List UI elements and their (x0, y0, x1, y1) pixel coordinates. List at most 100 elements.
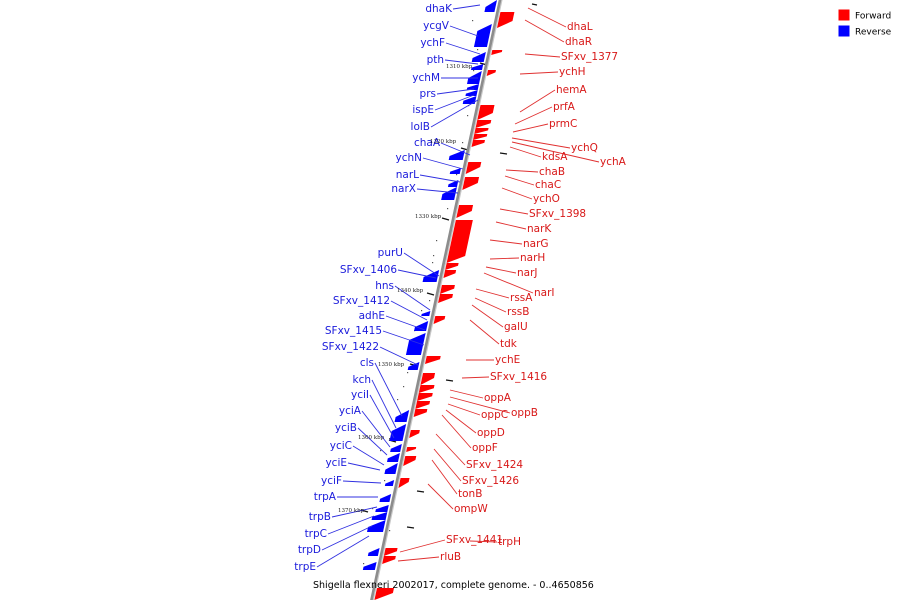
gene-label-narl[interactable]: narL (396, 169, 419, 181)
gene-label-dhar[interactable]: dhaR (565, 36, 592, 48)
gene-label-narj[interactable]: narJ (517, 267, 538, 279)
major-tick (531, 3, 538, 6)
gene-label-oppb[interactable]: oppB (511, 407, 538, 419)
gene-label-ycif[interactable]: yciF (321, 475, 342, 487)
gene-label-chac[interactable]: chaC (535, 179, 561, 191)
gene-label-sfxv-1441[interactable]: SFxv_1441 (446, 534, 503, 546)
leader-oppf (441, 414, 472, 449)
gene-label-galu[interactable]: galU (504, 321, 528, 333)
leader-trpb (331, 506, 378, 518)
leader-nari (483, 272, 534, 294)
gene-label-ycia[interactable]: yciA (339, 405, 362, 417)
gene-label-ycie[interactable]: yciE (325, 457, 347, 469)
minor-tick (421, 310, 423, 312)
reverse-gene-3-feature (470, 64, 484, 70)
gene-label-dhal[interactable]: dhaL (567, 21, 593, 33)
gene-label-sfxv-1424[interactable]: SFxv_1424 (466, 459, 523, 471)
gene-label-ychf[interactable]: ychF (420, 37, 445, 49)
gene-label-hema[interactable]: hemA (556, 84, 587, 96)
reverse-gene-0-feature (484, 0, 497, 12)
gene-label-trpc[interactable]: trpC (305, 528, 327, 540)
minor-tick (389, 438, 391, 440)
leader-ychf (445, 42, 481, 55)
gene-label-yche[interactable]: ychE (495, 354, 520, 366)
gene-label-ycgv[interactable]: ycgV (423, 20, 450, 32)
gene-label-ycha[interactable]: ychA (600, 156, 627, 168)
gene-label-sfxv-1416[interactable]: SFxv_1416 (490, 371, 547, 383)
minor-tick (380, 450, 382, 452)
gene-label-narg[interactable]: narG (523, 238, 549, 250)
gene-label-narh[interactable]: narH (520, 252, 545, 264)
gene-label-trpa[interactable]: trpA (314, 491, 337, 503)
gene-label-pth[interactable]: pth (427, 54, 444, 66)
gene-label-sfxv-1426[interactable]: SFxv_1426 (462, 475, 519, 487)
gene-label-trph[interactable]: trpH (498, 536, 521, 548)
gene-label-nari[interactable]: narI (534, 287, 555, 299)
gene-label-sfxv-1415[interactable]: SFxv_1415 (325, 325, 382, 337)
gene-label-prs[interactable]: prs (420, 88, 436, 100)
gene-label-sfxv-1377[interactable]: SFxv_1377 (561, 51, 618, 63)
minor-tick (472, 20, 474, 22)
leader-prfa (514, 106, 553, 125)
reverse-gene-20-feature (386, 453, 400, 462)
gene-label-ychn[interactable]: ychN (396, 152, 423, 164)
gene-label-kch[interactable]: kch (352, 374, 371, 386)
reverse-gene-7-feature (462, 96, 477, 104)
gene-label-ispe[interactable]: ispE (412, 104, 434, 116)
gene-label-narx[interactable]: narX (391, 183, 416, 195)
leader-sfxv-1415 (382, 330, 425, 346)
gene-label-dhak[interactable]: dhaK (425, 3, 453, 15)
reverse-gene-22-feature (384, 480, 395, 486)
gene-label-chab[interactable]: chaB (539, 166, 565, 178)
reverse-gene-2-feature (471, 52, 486, 62)
gene-label-ychq[interactable]: ychQ (571, 142, 598, 154)
gene-label-sfxv-1412[interactable]: SFxv_1412 (333, 295, 390, 307)
gene-label-adhe[interactable]: adhE (359, 310, 385, 322)
leader-ycii (369, 394, 395, 439)
gene-label-ycii[interactable]: yciI (351, 389, 369, 401)
kbp-label: 1350 kbp (378, 362, 405, 368)
gene-label-sfxv-1398[interactable]: SFxv_1398 (529, 208, 586, 220)
leader-ycic (352, 445, 385, 466)
gene-label-prmc[interactable]: prmC (549, 118, 577, 130)
major-tick (499, 152, 508, 155)
gene-label-rssb[interactable]: rssB (507, 306, 529, 318)
gene-label-oppd[interactable]: oppD (477, 427, 505, 439)
kbp-label: 1310 kbp (446, 64, 473, 70)
gene-label-rlub[interactable]: rluB (440, 551, 461, 563)
gene-label-ycho[interactable]: ychO (533, 193, 560, 205)
gene-label-nark[interactable]: narK (527, 223, 552, 235)
gene-label-ycib[interactable]: yciB (335, 422, 357, 434)
gene-label-trpd[interactable]: trpD (298, 544, 321, 556)
gene-label-hns[interactable]: hns (375, 280, 394, 292)
gene-label-puru[interactable]: purU (378, 247, 403, 259)
leader-oppa (449, 389, 484, 399)
gene-label-oppf[interactable]: oppF (472, 442, 498, 454)
gene-label-tdk[interactable]: tdk (500, 338, 518, 350)
gene-label-oppa[interactable]: oppA (484, 392, 512, 404)
gene-label-ychm[interactable]: ychM (412, 72, 440, 84)
gene-label-tonb[interactable]: tonB (458, 488, 482, 500)
forward-gene-28-feature (382, 556, 396, 564)
forward-gene-11-feature (446, 220, 473, 263)
gene-label-trpb[interactable]: trpB (309, 511, 331, 523)
gene-label-ompw[interactable]: ompW (454, 503, 488, 515)
gene-label-chaa[interactable]: chaA (414, 137, 441, 149)
gene-label-trpe[interactable]: trpE (294, 561, 316, 573)
gene-label-ycic[interactable]: yciC (330, 440, 352, 452)
reverse-gene-27-feature (367, 548, 380, 556)
gene-label-ychh[interactable]: ychH (559, 66, 586, 78)
leader-rssa (475, 288, 510, 299)
reverse-gene-25-feature (371, 512, 388, 520)
gene-label-prfa[interactable]: prfA (553, 101, 576, 113)
leader-cls (374, 362, 403, 417)
gene-label-sfxv-1406[interactable]: SFxv_1406 (340, 264, 397, 276)
gene-label-kdsa[interactable]: kdsA (542, 151, 568, 163)
gene-label-lolb[interactable]: lolB (411, 121, 430, 133)
gene-label-cls[interactable]: cls (360, 357, 374, 369)
reverse-gene-28-feature (362, 562, 377, 570)
gene-label-oppc[interactable]: oppC (481, 409, 508, 421)
leader-ispe (434, 94, 475, 111)
gene-label-rssa[interactable]: rssA (510, 292, 533, 304)
gene-label-sfxv-1422[interactable]: SFxv_1422 (322, 341, 379, 353)
